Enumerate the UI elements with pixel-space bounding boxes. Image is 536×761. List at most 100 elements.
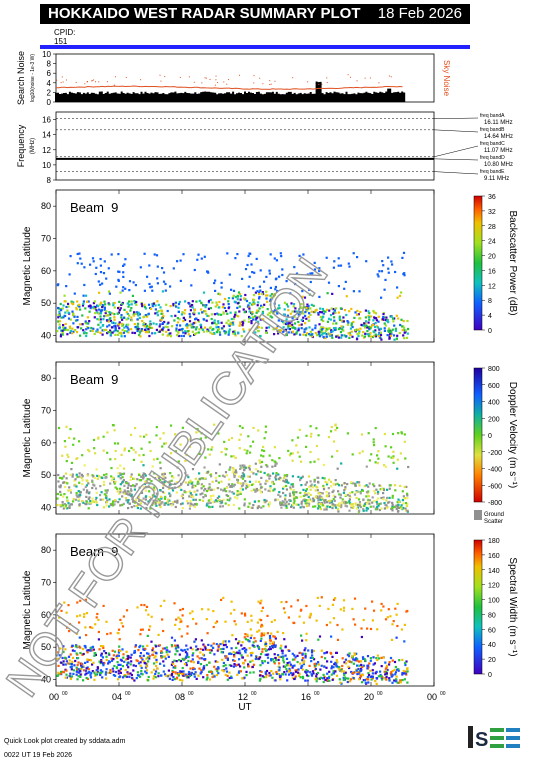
heatmap-cell	[257, 429, 260, 432]
heatmap-cell	[185, 453, 188, 457]
heatmap-cell	[140, 672, 143, 675]
heatmap-cell	[164, 657, 167, 660]
heatmap-cell	[285, 318, 288, 321]
heatmap-cell	[259, 486, 263, 489]
heatmap-cell	[307, 674, 310, 678]
heatmap-cell	[293, 310, 296, 313]
heatmap-cell	[187, 483, 190, 486]
heatmap-cell	[250, 470, 253, 473]
heatmap-cell	[369, 669, 372, 672]
heatmap-cell	[224, 297, 227, 301]
heatmap-cell	[128, 300, 131, 303]
plot-date: 18 Feb 2026	[377, 5, 462, 22]
heatmap-cell	[162, 660, 165, 663]
heatmap-cell	[78, 495, 81, 498]
heatmap-cell	[274, 656, 277, 660]
heatmap-cell	[372, 441, 375, 444]
heatmap-cell	[96, 667, 99, 670]
heatmap-cell	[59, 484, 62, 487]
heatmap-cell	[304, 311, 307, 314]
heatmap-cell	[271, 481, 274, 484]
heatmap-ylabel: Magnetic Latitude	[22, 570, 33, 649]
heatmap-cell	[195, 677, 198, 680]
heatmap-cell	[176, 644, 179, 647]
heatmap-cell	[360, 433, 363, 436]
heatmap-cell	[73, 479, 76, 482]
heatmap-cell	[119, 472, 122, 475]
heatmap-cell	[160, 497, 163, 500]
heatmap-cell	[122, 653, 125, 656]
heatmap-cell	[81, 475, 84, 478]
heatmap-cell	[214, 660, 217, 663]
heatmap-cell	[220, 598, 223, 601]
heatmap-cell	[266, 632, 269, 635]
heatmap-cell	[143, 322, 146, 325]
heatmap-cell	[162, 322, 165, 325]
heatmap-cell	[387, 501, 390, 504]
sky-noise-point	[214, 84, 216, 86]
heatmap-cell	[202, 330, 206, 333]
heatmap-cell	[70, 300, 73, 303]
heatmap-cell	[254, 462, 257, 465]
heatmap-cell	[356, 328, 360, 331]
heatmap-cell	[157, 330, 160, 333]
heatmap-cell	[207, 314, 210, 318]
heatmap-cell	[266, 480, 269, 483]
heatmap-cell	[127, 672, 130, 675]
freq-band-name: freq bandC	[480, 141, 505, 147]
heatmap-cell	[184, 481, 188, 484]
heatmap-cell	[376, 454, 379, 457]
heatmap-cell	[387, 327, 391, 330]
heatmap-cell	[182, 670, 185, 673]
heatmap-cell	[249, 636, 252, 640]
heatmap-cell	[82, 488, 85, 491]
heatmap-ylabel: Magnetic Latitude	[22, 398, 33, 477]
heatmap-cell	[365, 465, 368, 468]
heatmap-cell	[140, 491, 144, 494]
heatmap-cell	[206, 648, 209, 651]
heatmap-cell	[256, 470, 260, 473]
heatmap-cell	[334, 597, 337, 600]
heatmap-cell	[328, 501, 331, 505]
heatmap-cell	[380, 496, 383, 500]
heatmap-cell	[349, 333, 352, 336]
heatmap-cell	[183, 489, 186, 493]
heatmap-cell	[85, 334, 88, 338]
heatmap-cell	[396, 334, 399, 337]
heatmap-cell	[210, 475, 213, 478]
heatmap-cell	[99, 257, 102, 261]
heatmap-cell	[353, 597, 357, 600]
heatmap-cell	[329, 430, 333, 433]
heatmap-cell	[249, 316, 252, 319]
heatmap-cell	[333, 327, 336, 330]
heatmap-cell	[340, 484, 343, 487]
heatmap-cell	[310, 673, 313, 676]
heatmap-cell	[69, 428, 72, 431]
heatmap-cell	[151, 647, 155, 650]
heatmap-cell	[186, 326, 189, 329]
heatmap-cell	[328, 670, 331, 673]
heatmap-cell	[139, 435, 142, 438]
heatmap-cell	[165, 674, 168, 677]
heatmap-cell	[318, 332, 321, 335]
heatmap-cell	[124, 287, 127, 290]
heatmap-cell	[217, 328, 221, 331]
heatmap-cell	[128, 303, 131, 306]
heatmap-cell	[336, 426, 339, 429]
heatmap-cell	[153, 472, 156, 475]
heatmap-cell	[366, 330, 369, 333]
heatmap-cell	[68, 659, 71, 662]
heatmap-cell	[335, 335, 338, 338]
heatmap-cell	[310, 500, 313, 503]
heatmap-cell	[226, 498, 229, 501]
heatmap-cell	[68, 436, 71, 439]
heatmap-cell	[318, 505, 322, 509]
heatmap-cell	[183, 312, 186, 315]
heatmap-cell	[199, 651, 202, 654]
heatmap-cell	[78, 621, 81, 624]
heatmap-cell	[244, 659, 247, 662]
heatmap-cell	[379, 484, 382, 487]
heatmap-cell	[214, 305, 217, 308]
heatmap-cell	[60, 609, 63, 612]
heatmap-cell	[60, 333, 63, 336]
